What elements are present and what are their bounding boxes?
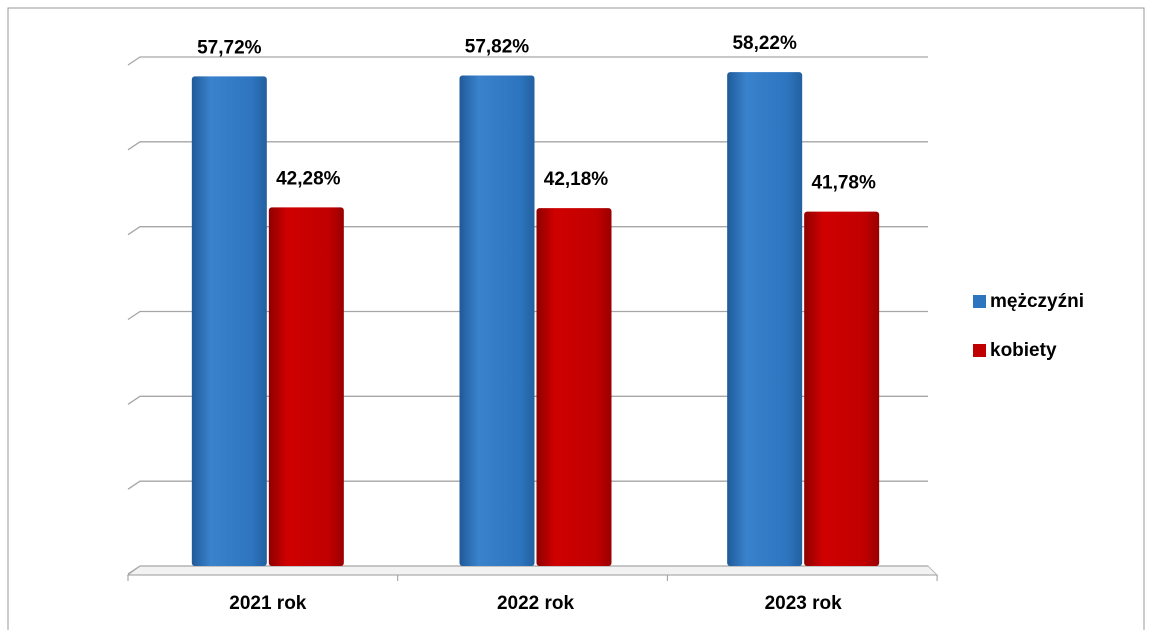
legend-swatch <box>973 295 986 308</box>
floor <box>126 565 939 576</box>
x-tick-label: 2023 rok <box>765 593 843 614</box>
data-label: 58,22% <box>732 33 797 54</box>
legend-label: mężczyźni <box>990 291 1084 312</box>
grid-line <box>127 226 928 236</box>
data-label: 57,72% <box>197 37 262 58</box>
grid-line <box>127 310 928 321</box>
grid-line <box>127 56 928 66</box>
grid-line <box>127 565 928 575</box>
bar <box>727 72 803 566</box>
x-tick-label: 2021 rok <box>229 593 307 614</box>
bar <box>268 207 344 567</box>
grid-line <box>127 395 928 405</box>
data-label: 57,82% <box>465 37 530 58</box>
legend-swatch <box>973 344 986 357</box>
x-tick-label: 2022 rok <box>497 593 575 614</box>
data-label: 42,28% <box>276 168 341 189</box>
data-label: 41,78% <box>811 173 876 194</box>
legend-label: kobiety <box>990 340 1057 361</box>
grid-line <box>127 480 928 490</box>
grid-line <box>127 141 928 151</box>
bar <box>459 75 535 567</box>
chart-border <box>7 7 1145 630</box>
data-label: 42,18% <box>544 169 609 190</box>
bar <box>191 76 267 566</box>
bar <box>536 208 612 566</box>
bar <box>804 211 880 566</box>
